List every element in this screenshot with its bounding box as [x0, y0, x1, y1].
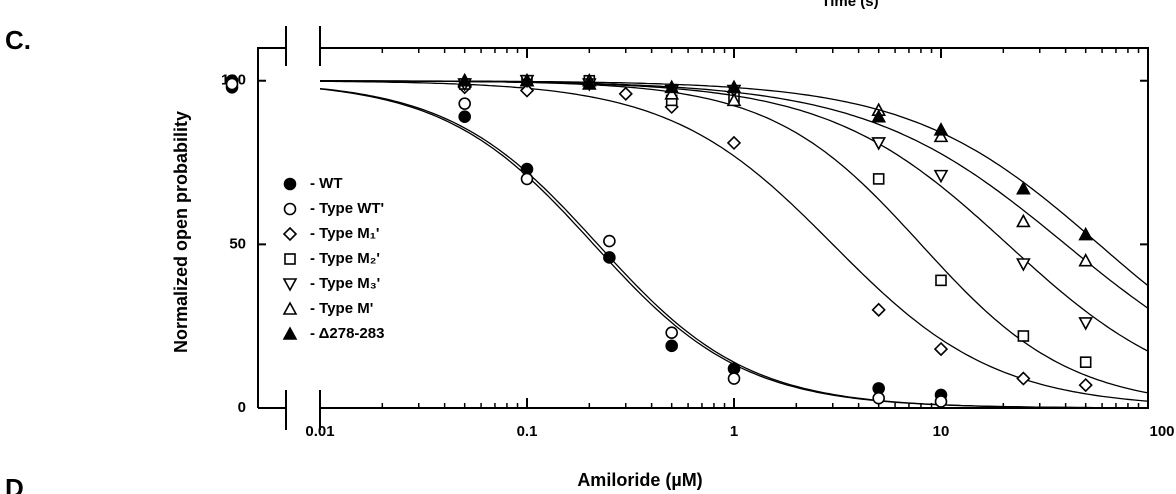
point: [726, 79, 742, 94]
y-tick-label: 0: [238, 399, 246, 416]
point: [1016, 181, 1031, 195]
point: [726, 92, 742, 107]
clipped-header: Time (s): [821, 0, 878, 10]
y-tick-label: 50: [229, 235, 246, 252]
legend-label: - WT: [310, 175, 342, 192]
legend-label: - Type M₂': [310, 250, 380, 267]
point: [1016, 258, 1031, 272]
legend-label: - Type M₃': [310, 275, 380, 292]
legend-marker: [284, 253, 296, 265]
point: [458, 97, 471, 110]
legend-label: - Type M': [310, 300, 373, 317]
x-tick-label: 0.1: [517, 423, 538, 440]
point: [727, 372, 741, 385]
point: [871, 302, 886, 317]
point: [519, 73, 535, 87]
point: [457, 73, 473, 87]
point: [871, 137, 887, 151]
x-tick-label: 0.01: [305, 423, 334, 440]
point: [872, 173, 885, 185]
x-tick-label: 1: [730, 423, 738, 440]
point: [1078, 226, 1094, 241]
legend-marker: [282, 278, 298, 292]
point: [581, 76, 597, 90]
point: [1078, 317, 1094, 331]
legend-marker: [283, 177, 297, 191]
point: [225, 77, 239, 91]
legend-marker: [282, 301, 298, 315]
point: [1079, 356, 1092, 368]
point: [1016, 213, 1031, 228]
point: [664, 79, 680, 94]
point: [933, 341, 949, 357]
point: [520, 172, 534, 186]
point: [1078, 253, 1094, 267]
legend-marker: [282, 226, 298, 242]
point: [872, 391, 885, 405]
point: [665, 339, 678, 353]
panel-label: C.: [5, 25, 31, 55]
point: [935, 274, 947, 287]
x-axis-label: Amiloride (µM): [577, 470, 702, 490]
point: [1017, 330, 1030, 342]
fit-curve: [320, 80, 1149, 309]
point: [934, 395, 948, 408]
fit-curve: [320, 80, 1149, 394]
point: [519, 83, 535, 98]
legend-marker: [282, 326, 298, 340]
x-tick-label: 10: [933, 423, 950, 440]
next-panel-label: D: [5, 473, 24, 494]
point: [618, 86, 633, 101]
fit-curve: [319, 87, 1148, 409]
point: [933, 122, 949, 136]
point: [665, 326, 678, 340]
point: [726, 135, 742, 151]
axis-frame: [257, 26, 1149, 430]
x-tick-label: 100: [1149, 423, 1174, 440]
point: [933, 169, 949, 184]
y-axis-label: Normalized open probability: [171, 111, 191, 353]
point: [933, 128, 949, 143]
legend-label: - Δ278-283: [310, 325, 384, 342]
fit-curve: [319, 80, 1149, 402]
point: [1016, 371, 1031, 386]
point: [458, 110, 471, 124]
point: [664, 86, 680, 100]
legend-label: - Type WT': [310, 200, 384, 217]
legend-label: - Type M₁': [310, 225, 380, 242]
point: [1078, 377, 1093, 393]
point: [871, 109, 887, 123]
point: [603, 234, 616, 248]
legend-marker: [283, 202, 297, 216]
